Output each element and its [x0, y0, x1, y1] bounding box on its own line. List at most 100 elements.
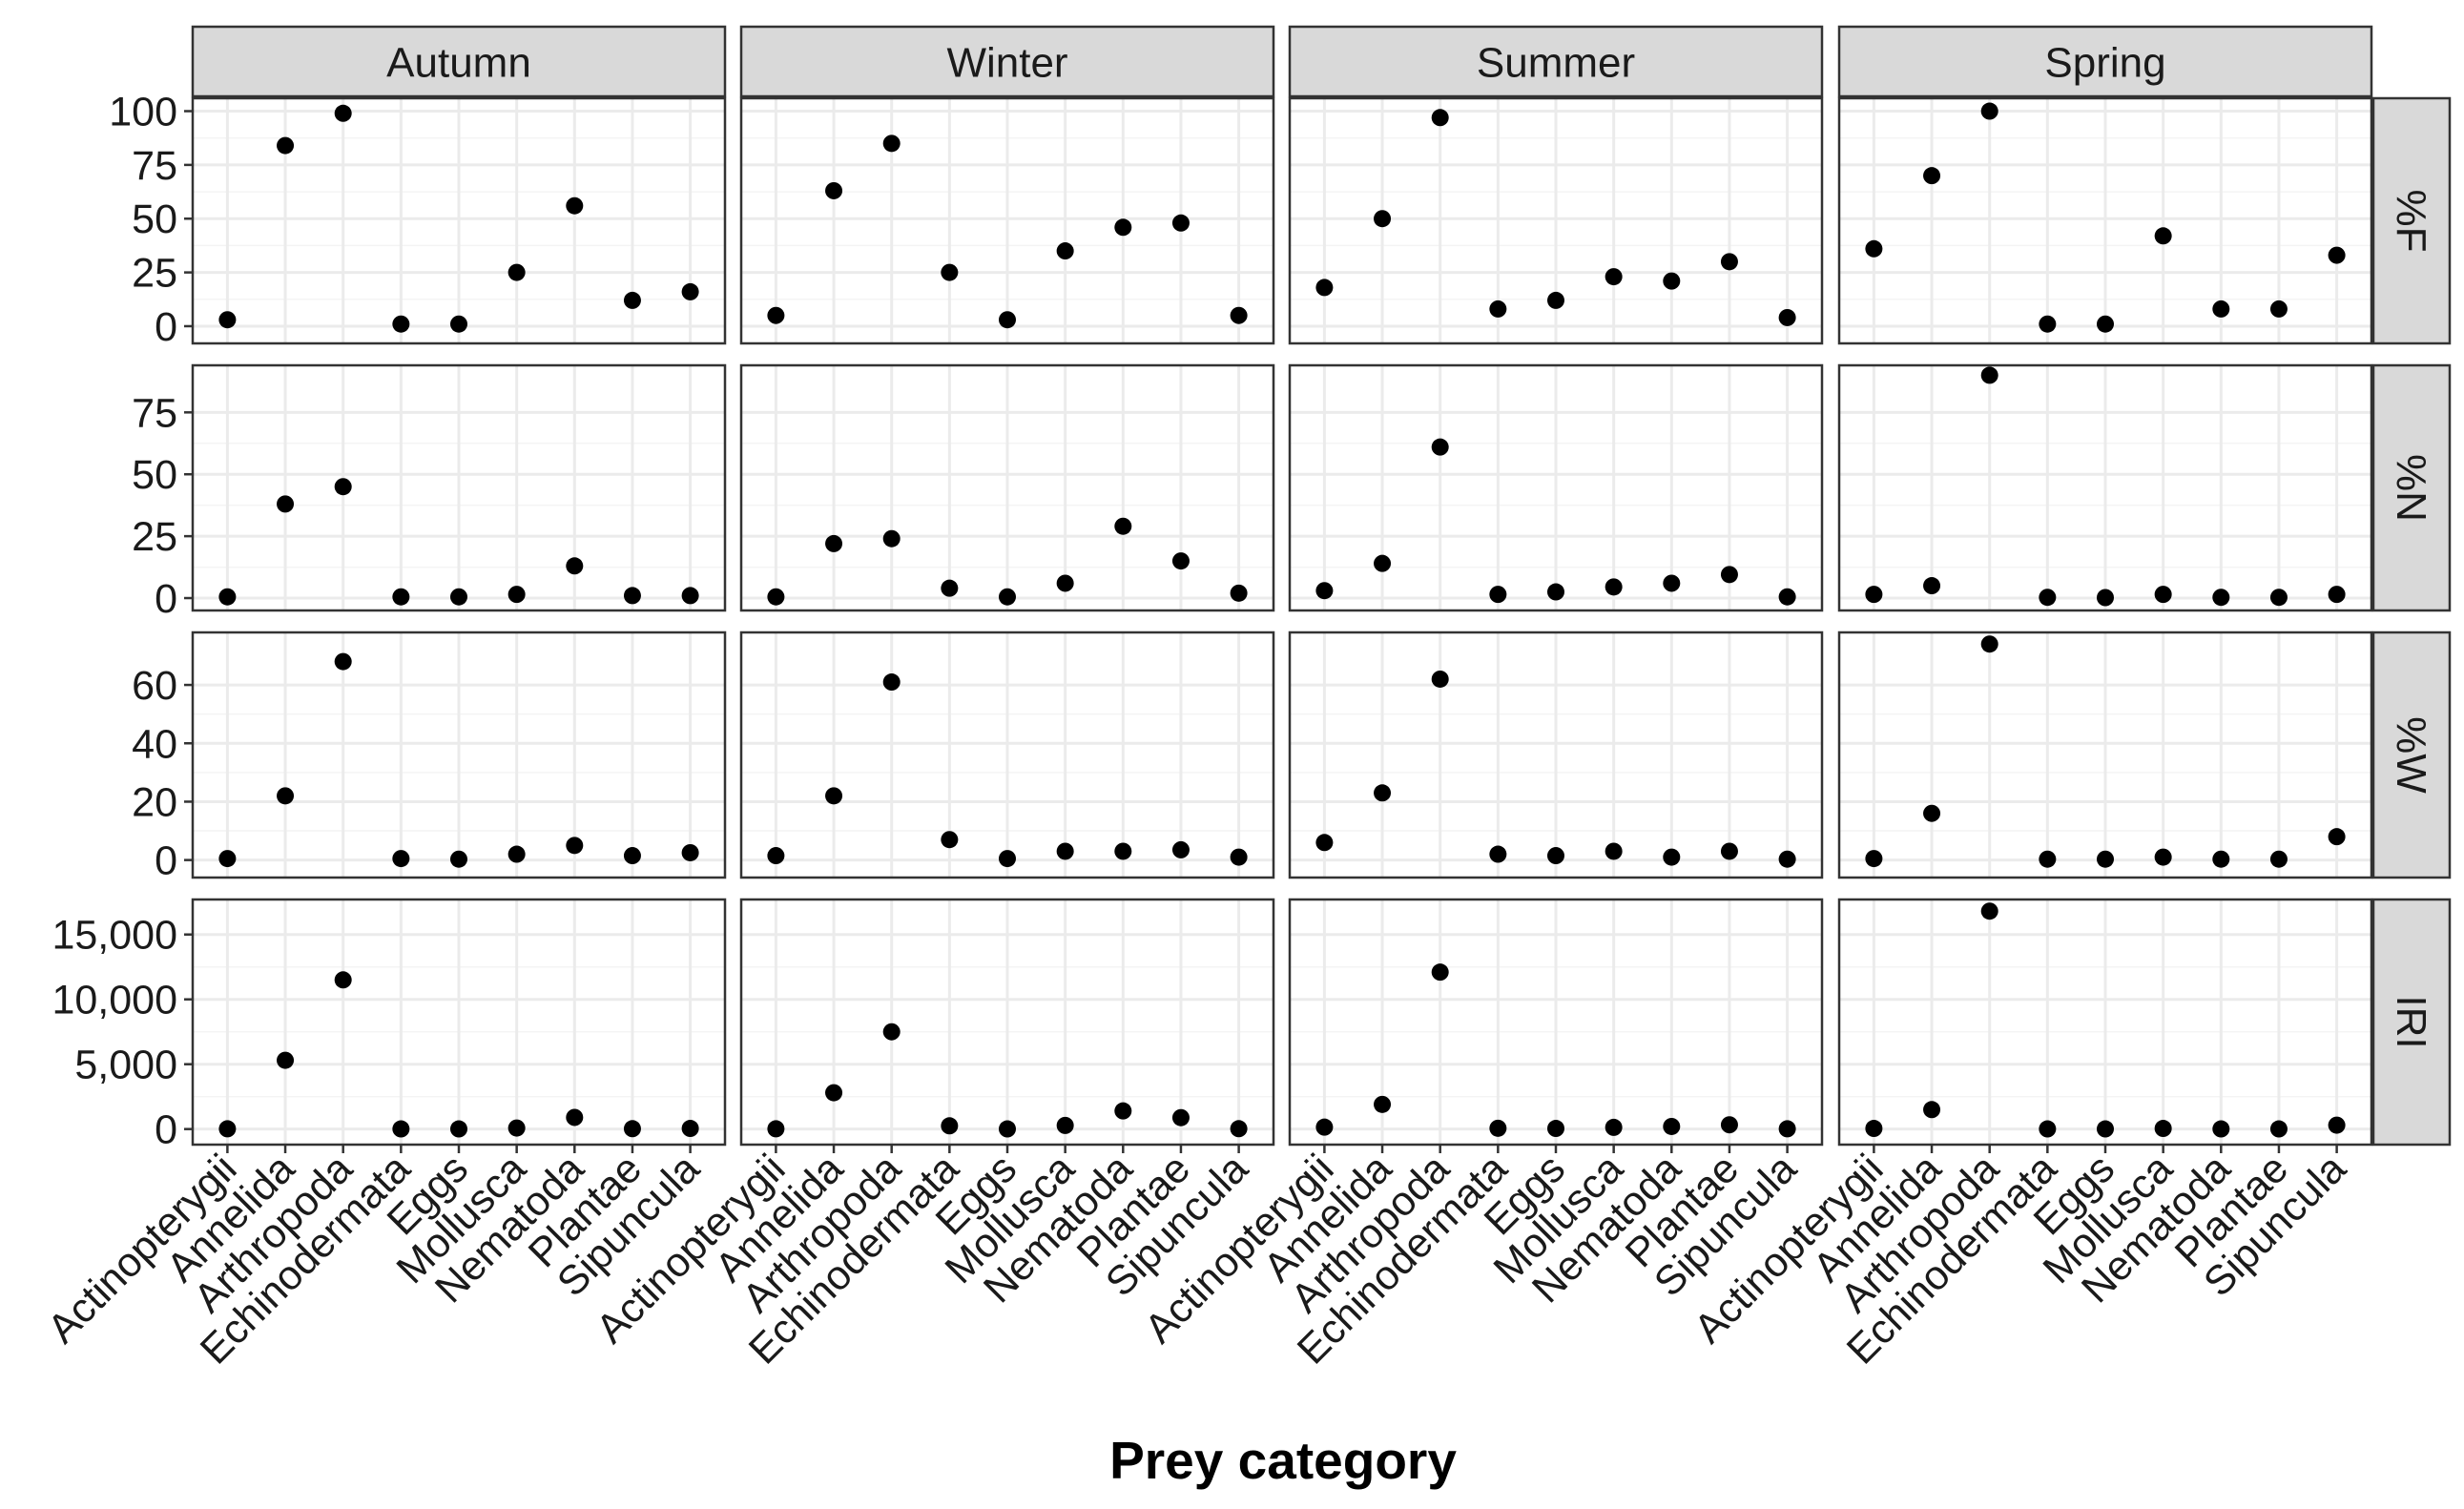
data-point: [767, 1120, 785, 1138]
strip-background: [2371, 898, 2452, 1147]
data-point: [2269, 1120, 2288, 1138]
panel-border: [1288, 96, 1824, 345]
data-point: [1720, 566, 1738, 584]
data-point: [392, 1120, 410, 1138]
data-point: [277, 1051, 295, 1069]
strip-background: [1288, 25, 1824, 98]
data-point: [1663, 1117, 1681, 1135]
data-point: [1374, 554, 1392, 572]
x-axis-title: Prey category: [1109, 1431, 1457, 1490]
data-point: [1980, 902, 1998, 920]
data-point: [277, 136, 295, 155]
y-tick-label: 20: [132, 779, 177, 825]
data-point: [2212, 1120, 2230, 1138]
panel-summer-pct-f: [1288, 96, 1824, 345]
y-tick-label: 75: [132, 390, 177, 436]
data-point: [1431, 109, 1449, 127]
data-point: [277, 495, 295, 513]
data-point: [334, 652, 352, 671]
data-point: [1230, 848, 1248, 866]
data-point: [941, 1117, 959, 1135]
panel-border: [191, 96, 727, 345]
data-point: [566, 557, 584, 575]
data-point: [882, 1023, 901, 1041]
panel-spring-iri: [1837, 898, 2373, 1147]
data-point: [218, 850, 237, 868]
data-point: [1374, 210, 1392, 228]
data-point: [1114, 218, 1132, 237]
strip-label: Winter: [946, 40, 1067, 87]
data-point: [1056, 574, 1074, 592]
panel-autumn-pct-n: [191, 363, 727, 612]
panel-border: [191, 363, 727, 612]
data-point: [2269, 850, 2288, 868]
y-tick-label: 40: [132, 721, 177, 767]
data-point: [1489, 300, 1507, 318]
panel-spring-pct-f: [1837, 96, 2373, 345]
facet-strips: Autumn Winter Summer Spring %F %N %W IRI: [191, 25, 2452, 1147]
data-point: [1663, 574, 1681, 592]
panel-border: [1837, 630, 2373, 879]
data-point: [1865, 586, 1883, 604]
data-point: [2039, 589, 2057, 607]
data-point: [1605, 268, 1623, 286]
data-point: [1778, 308, 1796, 326]
strip-label: Autumn: [386, 40, 531, 87]
panel-border: [739, 630, 1275, 879]
data-point: [1315, 279, 1334, 297]
data-point: [1114, 517, 1132, 535]
y-axis-iri: 0 5,000 10,000 15,000: [52, 913, 193, 1153]
data-point: [450, 588, 467, 606]
data-point: [1720, 1116, 1738, 1134]
data-point: [1605, 578, 1623, 596]
data-point: [2212, 589, 2230, 607]
data-point: [1171, 552, 1190, 570]
data-point: [2328, 246, 2346, 264]
data-point: [2097, 589, 2114, 607]
data-point: [1605, 842, 1623, 860]
data-point: [825, 534, 843, 552]
data-point: [941, 263, 959, 281]
data-point: [1547, 847, 1564, 865]
y-tick-label: 0: [155, 304, 177, 350]
panel-border: [191, 630, 727, 879]
data-point: [2269, 300, 2288, 318]
data-point: [218, 311, 237, 329]
data-point: [1865, 1120, 1883, 1138]
strip-background: [2371, 630, 2452, 879]
data-point: [2154, 1120, 2172, 1138]
data-point: [1489, 586, 1507, 604]
facet-strip-summer: Summer: [1288, 25, 1824, 98]
data-point: [1778, 850, 1796, 868]
panel-border: [1288, 630, 1824, 879]
y-tick-label: 60: [132, 663, 177, 709]
data-point: [681, 1120, 699, 1138]
facet-strip-spring: Spring: [1837, 25, 2373, 98]
data-point: [1980, 635, 1998, 653]
data-point: [681, 843, 699, 861]
data-point: [1778, 588, 1796, 606]
strip-label: %W: [2388, 716, 2434, 794]
data-point: [2097, 850, 2114, 868]
data-point: [1431, 963, 1449, 982]
data-point: [334, 971, 352, 989]
data-point: [450, 1120, 467, 1138]
data-point: [1547, 1120, 1564, 1138]
x-axis-autumn: ActinopterygiiAnnelidaArthropodaEchinode…: [39, 1145, 709, 1374]
data-point: [623, 1120, 641, 1138]
data-point: [1171, 214, 1190, 232]
panel-autumn-pct-f: [191, 96, 727, 345]
data-point: [1923, 577, 1941, 595]
data-point: [825, 1084, 843, 1102]
data-point: [681, 587, 699, 605]
panel-border: [1288, 363, 1824, 612]
data-point: [767, 588, 785, 606]
panel-summer-iri: [1288, 898, 1824, 1147]
strip-label: %F: [2388, 190, 2434, 253]
data-point: [1663, 272, 1681, 290]
strip-label: Summer: [1477, 40, 1635, 87]
data-point: [941, 579, 959, 597]
data-point: [999, 588, 1016, 606]
data-point: [450, 315, 467, 333]
data-point: [1171, 840, 1190, 858]
